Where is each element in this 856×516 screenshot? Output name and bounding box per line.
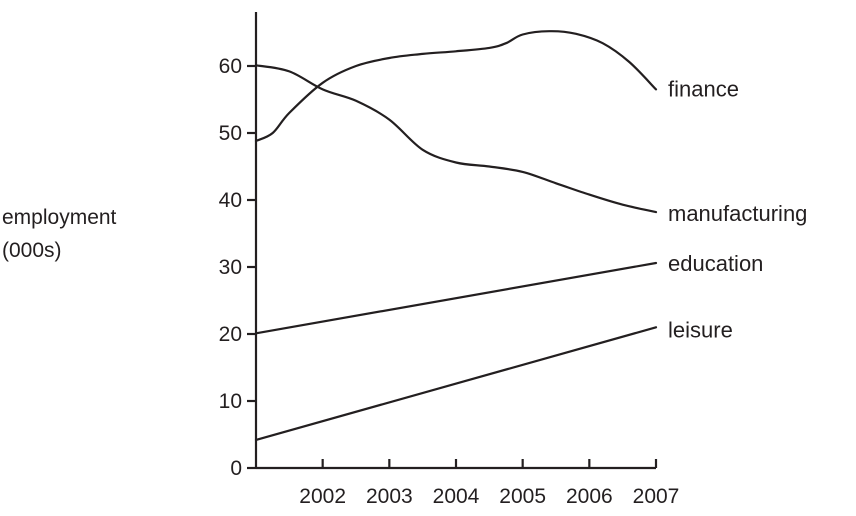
y-tick-label: 10 [219, 390, 242, 413]
y-tick-label: 40 [219, 189, 242, 212]
series-label-manufacturing: manufacturing [668, 201, 807, 226]
y-tick-label: 30 [219, 256, 242, 279]
series-label-education: education [668, 251, 763, 276]
y-tick-label: 0 [230, 457, 242, 480]
series-line-education [254, 261, 658, 335]
axes [254, 12, 656, 470]
y-axis-title: employment (000s) [2, 206, 122, 262]
x-tick-label: 2006 [566, 485, 613, 508]
series-lines [254, 30, 658, 441]
x-tick-label: 2007 [633, 485, 680, 508]
y-tick-label: 20 [219, 323, 242, 346]
y-tick-label: 60 [219, 55, 242, 78]
series-label-finance: finance [668, 76, 739, 101]
series-labels: finance manufacturing education leisure [668, 76, 807, 342]
x-tick-label: 2003 [366, 485, 413, 508]
x-tick-label: 2004 [433, 485, 480, 508]
series-line-manufacturing [254, 64, 658, 214]
x-tick-label: 2005 [499, 485, 546, 508]
x-axis-ticks: 2002 2003 2004 2005 2006 2007 [299, 459, 679, 508]
series-line-finance [254, 30, 658, 143]
y-axis-title-line-2: (000s) [2, 239, 62, 262]
series-label-leisure: leisure [668, 317, 733, 342]
x-tick-label: 2002 [299, 485, 346, 508]
y-tick-label: 50 [219, 122, 242, 145]
y-axis-ticks: 0 10 20 30 40 50 60 [219, 55, 256, 480]
y-axis-title-line-1: employment [2, 206, 117, 229]
series-line-leisure [254, 326, 658, 441]
